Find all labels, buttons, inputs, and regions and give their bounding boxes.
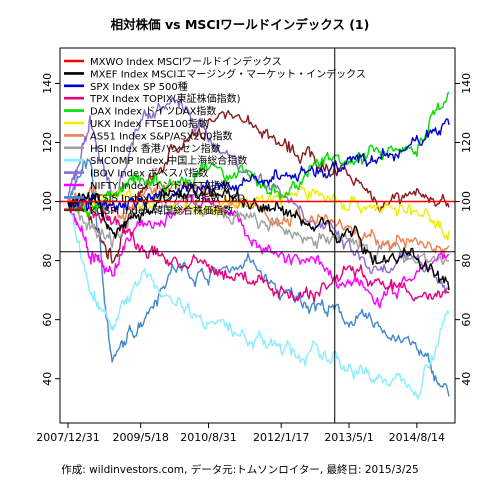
y-tick-label-right: 40 — [460, 372, 473, 386]
series-line-4 — [67, 198, 450, 303]
x-tick-label: 2007/12/31 — [36, 431, 99, 444]
x-tick-label: 2009/5/18 — [113, 431, 169, 444]
legend-entry: SHCOMP Index 中国上海総合指数 — [90, 154, 247, 167]
series-line-3 — [67, 118, 450, 213]
legend-entry: SPX Index SP 500種 — [90, 80, 188, 93]
legend-entry: HSI Index 香港ハンセン指数 — [90, 142, 221, 155]
series-line-9 — [67, 201, 450, 400]
x-tick-label: 2010/8/31 — [180, 431, 236, 444]
chart-title: 相対株価 vs MSCIワールドインデックス (1) — [111, 17, 370, 32]
legend-entry: KOSPI Index 韓国総合株価指数 — [90, 204, 233, 217]
series-group — [60, 91, 455, 400]
series-line-5 — [67, 91, 450, 218]
legend-entry: MXWO Index MSCIワールドインデックス — [90, 55, 282, 68]
y-tick-label-left: 80 — [41, 254, 54, 268]
legend-entry: MXEF Index MSCIエマージング・マーケット・インデックス — [90, 67, 366, 80]
legend-entry: DAX Index ドイツDAX指数 — [90, 105, 216, 118]
legend-entry: RTSIS Index ロシアRTS指数 USD — [90, 191, 245, 204]
series-line-12 — [67, 158, 450, 397]
series-line-10 — [67, 96, 450, 295]
y-tick-label-right: 100 — [460, 191, 473, 212]
y-tick-label-left: 100 — [41, 191, 54, 212]
y-tick-label-left: 120 — [41, 132, 54, 153]
y-tick-label-right: 140 — [460, 73, 473, 94]
legend-entry: UKX Index FTSE100指数 — [90, 117, 208, 130]
legend-entry: IBOV Index ボベスパ指数 — [90, 167, 208, 180]
x-tick-label: 2013/5/1 — [324, 431, 373, 444]
y-tick-label-left: 140 — [41, 73, 54, 94]
chart-footer: 作成: wildinvestors.com, データ元:トムソンロイター, 最終… — [61, 463, 418, 476]
legend-entry: NIFTY Index インドNIFTY指数 — [90, 179, 230, 192]
y-tick-label-left: 60 — [41, 313, 54, 327]
series-line-2 — [67, 184, 450, 291]
y-tick-label-right: 80 — [460, 254, 473, 268]
series-line-8 — [67, 194, 450, 266]
series-line-11 — [67, 194, 450, 309]
x-tick-label: 2014/8/14 — [389, 431, 445, 444]
plot-frame — [59, 47, 456, 424]
x-tick-label: 2012/1/17 — [253, 431, 309, 444]
y-tick-label-left: 40 — [41, 372, 54, 386]
legend-entry: AS51 Index S&P/ASX200指数 — [90, 129, 232, 142]
y-tick-label-right: 120 — [460, 132, 473, 153]
legend-entry: TPX Index TOPIX(東証株価指数) — [89, 92, 241, 105]
y-tick-label-right: 60 — [460, 313, 473, 327]
